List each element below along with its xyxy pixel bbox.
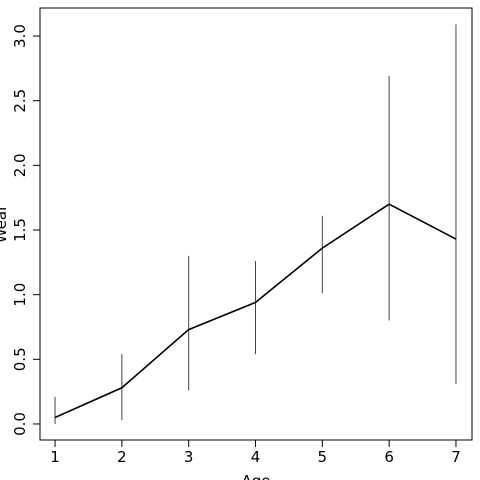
x-tick-label: 3: [184, 448, 194, 466]
y-tick-label: 1.5: [11, 218, 29, 242]
y-tick-label: 2.5: [11, 89, 29, 113]
x-tick-label: 5: [318, 448, 328, 466]
y-tick-label: 0.0: [11, 412, 29, 436]
y-tick-label: 2.0: [11, 153, 29, 177]
x-tick-label: 1: [50, 448, 60, 466]
line: [54, 203, 457, 419]
plot-box: [39, 7, 473, 441]
x-tick-label: 4: [251, 448, 261, 466]
y-axis-label: Wear: [0, 204, 10, 243]
x-tick-label: 7: [451, 448, 461, 466]
y-tick-label: 3.0: [11, 24, 29, 48]
x-tick-label: 6: [384, 448, 394, 466]
x-tick-label: 2: [117, 448, 127, 466]
y-tick-label: 1.0: [11, 283, 29, 307]
y-tick-label: 0.5: [11, 347, 29, 371]
x-axis-label: Age: [241, 472, 270, 480]
